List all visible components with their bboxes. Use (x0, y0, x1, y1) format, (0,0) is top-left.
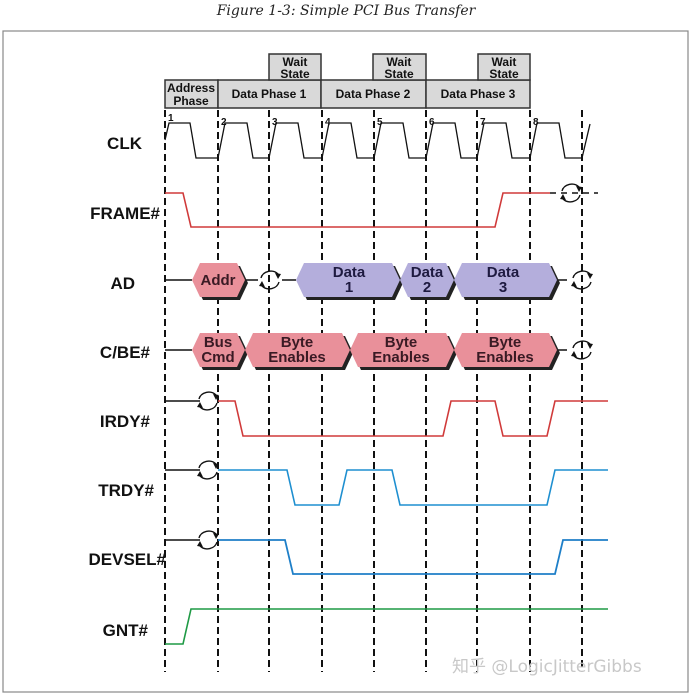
cbe-byte-enables-label: Enables (372, 349, 430, 366)
wait-state-box (268, 53, 322, 81)
data-phase-1-box (217, 79, 322, 109)
cbe-byte-enables-label: Enables (268, 349, 326, 366)
data-phase-1-label: Data Phase 1 (232, 87, 307, 101)
turnaround-icon (197, 530, 219, 550)
data-phase-3-label: Data Phase 3 (441, 87, 516, 101)
cbe-bus-cmd-label: Cmd (201, 349, 234, 366)
wait-state-label: Wait (283, 55, 308, 69)
clock-number: 1 (168, 113, 174, 124)
wait-state-label: State (280, 67, 310, 81)
signal-label-trdy: TRDY# (98, 481, 154, 500)
cbe-bus-cmd-segment (192, 333, 245, 367)
watermark: 知乎 @LogicJitterGibbs (452, 657, 642, 677)
clock-number: 8 (533, 117, 539, 128)
cbe-byte-enables-label: Enables (476, 349, 534, 366)
cbe-byte-enables-label: Byte (489, 334, 522, 351)
turnaround-icon (571, 340, 593, 360)
trdy-waveform (218, 469, 608, 506)
address-phase-label: Phase (173, 94, 209, 108)
turnaround-icon (560, 183, 582, 203)
wait-state-label: State (489, 67, 519, 81)
turnaround-icon (197, 460, 219, 480)
cbe-byte-enables-segment (350, 333, 454, 367)
ad-data2-label: Data (411, 264, 444, 281)
phase-bar: Address Phase Data Phase 1 Data Phase 2 … (164, 53, 531, 109)
cbe-byte-enables-label: Byte (385, 334, 418, 351)
data-phase-2-label: Data Phase 2 (336, 87, 411, 101)
cbe-byte-enables-label: Byte (281, 334, 314, 351)
ad-addr-label: Addr (201, 272, 236, 289)
ad-data2-segment (400, 263, 454, 297)
ad-data3-label: 3 (499, 279, 507, 296)
signal-label-clk: CLK (107, 134, 143, 153)
clock-number: 6 (429, 117, 435, 128)
ad-data1-label: Data (333, 264, 366, 281)
clock-number: 2 (221, 117, 227, 128)
address-phase-label: Address (167, 81, 215, 95)
ad-data1-segment (296, 263, 400, 297)
wait-state-label: Wait (492, 55, 517, 69)
signal-label-irdy: IRDY# (100, 412, 151, 431)
wait-state-label: Wait (387, 55, 412, 69)
gnt-waveform (165, 608, 608, 645)
pre-turnaround-lines (165, 400, 200, 541)
devsel-waveform (218, 539, 608, 575)
wait-state-box (477, 53, 531, 81)
signal-label-ad: AD (110, 274, 135, 293)
turnaround-icon (197, 391, 219, 411)
clock-number: 7 (480, 117, 486, 128)
turnaround-icon (571, 270, 593, 290)
address-phase-box (164, 79, 219, 109)
signal-label-devsel: DEVSEL# (89, 550, 167, 569)
cbe-byte-enables-segment (245, 333, 350, 367)
clk-waveform (164, 122, 591, 159)
wait-state-box (372, 53, 427, 81)
wait-state-label: State (384, 67, 414, 81)
figure-frame (2, 30, 689, 693)
clock-number: 4 (325, 117, 331, 128)
turnaround-icon (259, 270, 281, 290)
ad-data3-label: Data (487, 264, 520, 281)
clock-number: 5 (377, 117, 383, 128)
irdy-waveform (218, 400, 608, 437)
clock-number: 3 (272, 117, 278, 128)
signal-label-frame: FRAME# (90, 204, 160, 223)
signal-label-cbe: C/BE# (100, 343, 151, 362)
ad-addr-segment (192, 263, 245, 297)
clock-numbers: 1 2 3 4 5 6 7 8 (168, 113, 539, 128)
ad-data3-segment (454, 263, 557, 297)
frame-waveform (165, 192, 550, 228)
ad-data2-label: 2 (423, 279, 431, 296)
clock-edge-lines (164, 110, 583, 672)
cbe-bus-cmd-label: Bus (204, 334, 232, 351)
figure-title: Figure 1-3: Simple PCI Bus Transfer (216, 3, 477, 19)
cbe-byte-enables-segment (454, 333, 557, 367)
ad-data1-label: 1 (345, 279, 353, 296)
signal-label-gnt: GNT# (103, 621, 149, 640)
